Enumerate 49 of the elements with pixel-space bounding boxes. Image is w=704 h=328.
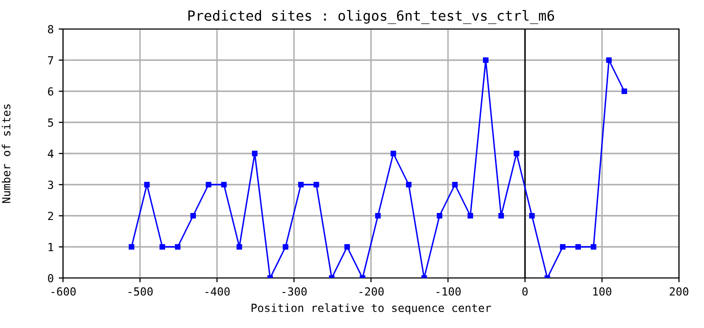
point	[375, 212, 381, 219]
point	[590, 244, 596, 250]
point	[560, 244, 566, 250]
point	[190, 212, 196, 219]
point	[221, 182, 227, 188]
point	[390, 150, 396, 156]
point	[468, 212, 474, 219]
x-axis-title: Position relative to sequence center	[252, 303, 491, 314]
y-tick-label: 7	[48, 56, 54, 64]
x-tick-label: -300	[282, 287, 307, 296]
y-tick-label: 2	[48, 212, 54, 220]
point	[575, 244, 581, 250]
point	[128, 244, 134, 250]
y-tick-label: 3	[48, 180, 54, 190]
point	[622, 88, 628, 94]
point	[144, 182, 150, 188]
point	[252, 150, 258, 156]
x-tick-label: -400	[206, 287, 230, 296]
point	[514, 150, 520, 156]
point	[206, 182, 212, 188]
point	[298, 182, 304, 188]
y-tick-label: 8	[48, 25, 54, 34]
point	[160, 244, 166, 250]
point	[344, 244, 350, 250]
x-tick-label: -600	[52, 287, 76, 296]
point	[436, 212, 442, 219]
y-tick-label: 1	[48, 243, 54, 252]
y-tick-label: 0	[48, 274, 54, 282]
x-tick-label: -500	[128, 287, 153, 296]
x-tick-label: 100	[593, 287, 612, 296]
point	[236, 244, 242, 250]
point	[174, 244, 181, 250]
x-tick-label: -200	[360, 287, 384, 296]
point	[406, 182, 412, 188]
chart-title: Predicted sites : oligos_6nt_test_vs_ctrl_m6	[188, 10, 554, 24]
point	[482, 57, 489, 63]
y-axis-title: Number of sites	[2, 104, 10, 203]
y-tick-label: 6	[48, 87, 54, 96]
x-tick-label: -100	[436, 287, 461, 296]
x-tick-label: 0	[522, 287, 528, 296]
point	[452, 182, 458, 188]
point	[606, 57, 612, 63]
point	[529, 212, 535, 219]
y-tick-label: 4	[48, 150, 54, 158]
point	[282, 244, 288, 250]
y-tick-label: 5	[48, 118, 54, 127]
point	[498, 212, 504, 219]
point	[314, 182, 320, 188]
x-tick-label: 200	[670, 287, 688, 296]
